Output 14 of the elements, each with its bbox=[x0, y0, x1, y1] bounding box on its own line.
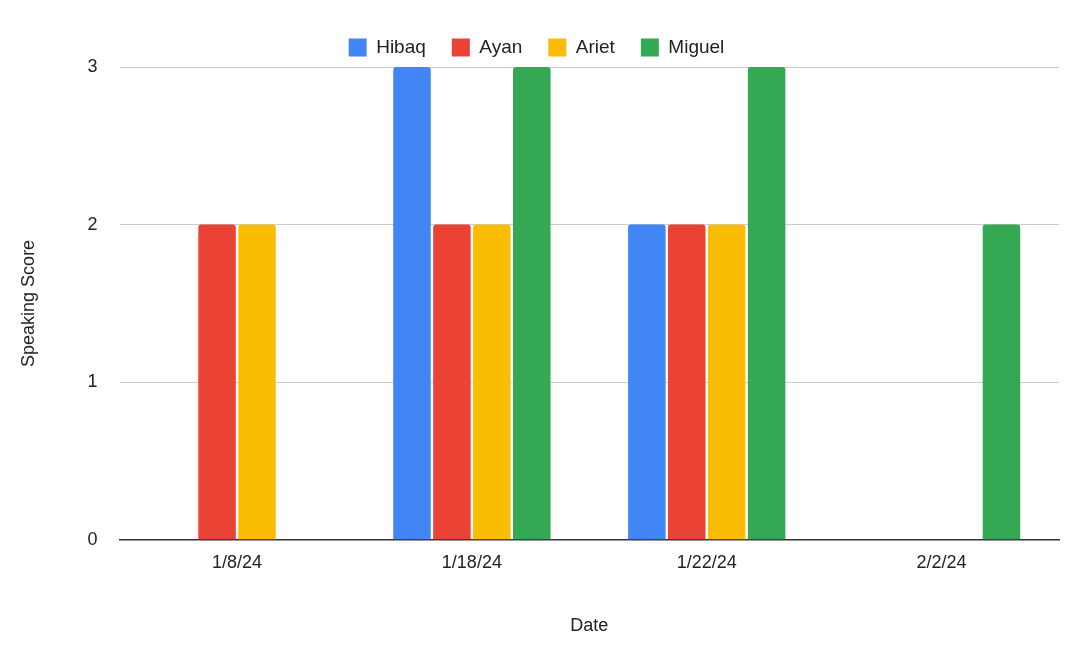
legend-label: Ariet bbox=[575, 35, 616, 57]
y-tick-label: 3 bbox=[87, 55, 98, 76]
y-axis-title: Speaking Score bbox=[17, 239, 38, 367]
x-tick-label: 1/22/24 bbox=[676, 551, 737, 572]
x-tick-label: 2/2/24 bbox=[916, 551, 967, 572]
x-tick-label: 1/18/24 bbox=[441, 551, 502, 572]
y-tick-label: 2 bbox=[87, 213, 98, 234]
y-tick-label: 0 bbox=[87, 528, 98, 549]
legend-label: Miguel bbox=[668, 35, 725, 57]
x-axis-title: Date bbox=[570, 615, 609, 636]
x-tick-label: 1/8/24 bbox=[212, 551, 263, 572]
legend-label: Hibaq bbox=[376, 35, 426, 57]
y-tick-label: 1 bbox=[87, 371, 98, 392]
legend-label: Ayan bbox=[479, 35, 523, 57]
